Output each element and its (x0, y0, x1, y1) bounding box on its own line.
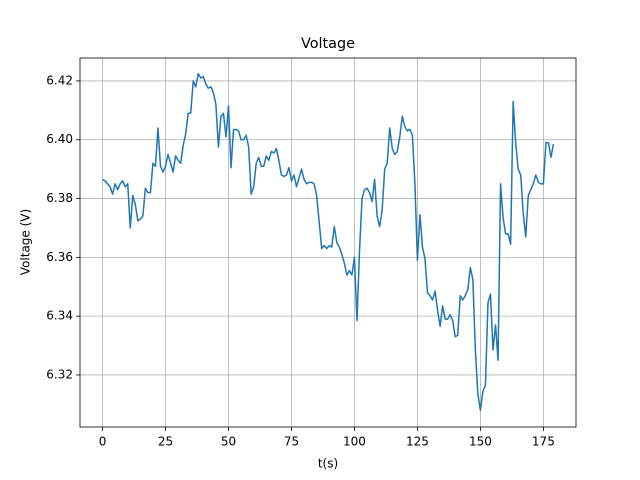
x-tick-label: 75 (284, 435, 299, 449)
y-tick-label: 6.42 (46, 73, 73, 87)
x-tick-label: 25 (158, 435, 173, 449)
x-tick-label: 100 (343, 435, 366, 449)
chart-title: Voltage (301, 36, 355, 52)
y-axis-label: Voltage (V) (19, 209, 33, 275)
y-tick-label: 6.36 (46, 250, 73, 264)
y-tick-label: 6.32 (46, 367, 73, 381)
x-tick-label: 0 (99, 435, 107, 449)
data-line (102, 72, 555, 411)
y-tick-label: 6.38 (46, 191, 73, 205)
x-tick-label: 125 (406, 435, 429, 449)
y-tick-label: 6.34 (46, 309, 73, 323)
plot-frame (79, 57, 577, 428)
x-tick-label: 50 (221, 435, 236, 449)
x-tick-label: 150 (469, 435, 492, 449)
x-axis-label: t(s) (318, 457, 338, 471)
x-tick-label: 175 (532, 435, 555, 449)
y-tick-label: 6.40 (46, 132, 73, 146)
